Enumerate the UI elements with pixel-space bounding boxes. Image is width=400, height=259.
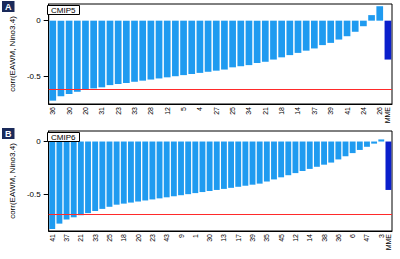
svg-text:43: 43 — [163, 234, 170, 242]
svg-text:25: 25 — [229, 107, 236, 115]
svg-text:45: 45 — [278, 234, 285, 242]
svg-text:39: 39 — [327, 107, 334, 115]
svg-text:CMIP5: CMIP5 — [51, 6, 76, 15]
svg-text:12: 12 — [164, 107, 171, 115]
svg-text:12: 12 — [292, 234, 299, 242]
svg-text:corr(EAWM, Nino3.4): corr(EAWM, Nino3.4) — [8, 143, 17, 219]
svg-text:26: 26 — [376, 107, 383, 115]
svg-text:MME: MME — [384, 107, 391, 124]
svg-text:18: 18 — [278, 107, 285, 115]
svg-text:5: 5 — [180, 107, 187, 111]
svg-text:41: 41 — [49, 234, 56, 242]
svg-text:0: 0 — [36, 137, 41, 146]
svg-text:18: 18 — [120, 234, 127, 242]
svg-text:35: 35 — [263, 234, 270, 242]
svg-text:47: 47 — [363, 234, 370, 242]
svg-text:24: 24 — [360, 107, 367, 115]
svg-text:20: 20 — [82, 107, 89, 115]
svg-text:21: 21 — [262, 107, 269, 115]
svg-text:39: 39 — [249, 234, 256, 242]
svg-text:13: 13 — [220, 234, 227, 242]
svg-text:3: 3 — [378, 234, 385, 238]
svg-text:36: 36 — [49, 107, 56, 115]
svg-text:37: 37 — [63, 234, 70, 242]
svg-text:20: 20 — [135, 234, 142, 242]
svg-text:1: 1 — [192, 234, 199, 238]
svg-text:-0.5: -0.5 — [27, 190, 41, 199]
svg-text:41: 41 — [344, 107, 351, 115]
svg-text:0: 0 — [36, 16, 41, 25]
svg-text:-0.5: -0.5 — [27, 72, 41, 81]
svg-text:37: 37 — [311, 107, 318, 115]
svg-text:25: 25 — [106, 234, 113, 242]
svg-text:B: B — [5, 129, 12, 139]
svg-text:36: 36 — [335, 234, 342, 242]
svg-text:21: 21 — [77, 234, 84, 242]
svg-text:33: 33 — [131, 107, 138, 115]
svg-text:9: 9 — [178, 234, 185, 238]
svg-text:corr(EAWM, Nino3.4): corr(EAWM, Nino3.4) — [8, 16, 17, 92]
svg-text:30: 30 — [206, 234, 213, 242]
svg-text:38: 38 — [321, 234, 328, 242]
svg-text:31: 31 — [98, 107, 105, 115]
svg-text:14: 14 — [294, 107, 301, 115]
svg-text:23: 23 — [149, 234, 156, 242]
svg-text:17: 17 — [235, 234, 242, 242]
svg-text:27: 27 — [213, 107, 220, 115]
svg-text:30: 30 — [66, 107, 73, 115]
svg-text:MME: MME — [385, 234, 392, 251]
svg-text:A: A — [5, 2, 12, 12]
svg-text:CMIP6: CMIP6 — [51, 133, 76, 142]
svg-text:33: 33 — [92, 234, 99, 242]
svg-text:4: 4 — [196, 107, 203, 111]
svg-text:28: 28 — [147, 107, 154, 115]
svg-text:23: 23 — [115, 107, 122, 115]
svg-text:14: 14 — [306, 234, 313, 242]
svg-text:34: 34 — [245, 107, 252, 115]
svg-text:6: 6 — [349, 234, 356, 238]
